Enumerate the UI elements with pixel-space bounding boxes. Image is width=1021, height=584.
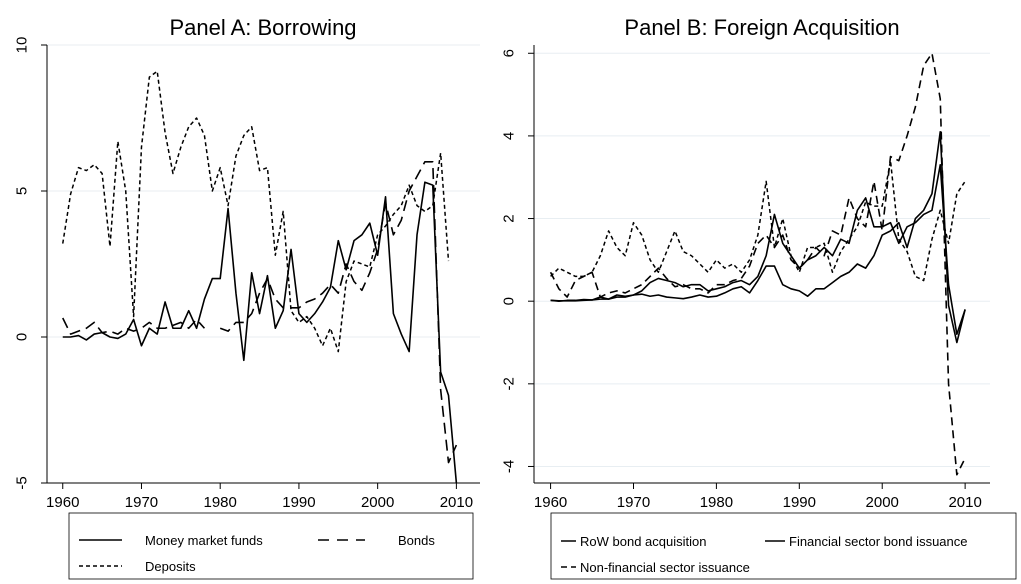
panel-b-legend: RoW bond acquisition Financial sector bo… [550,512,1017,580]
panel-a-legend-box [68,512,474,580]
panel-a-legend: Money market funds Bonds Deposits [68,512,474,580]
x-tick-label: 1980 [204,494,237,511]
series-line-bonds [62,161,458,464]
legend-label-row-bond-acquisition: RoW bond acquisition [580,534,706,549]
x-tick-label: 1980 [700,494,733,511]
y-tick-label: -2 [501,377,518,390]
y-tick-label: 0 [14,333,31,341]
x-tick-label: 1960 [46,494,79,511]
panel-b-foreign-acquisition: Panel B: Foreign Acquisition -4 -2 0 2 4 6 196… [501,15,1017,580]
legend-label-money-market-funds: Money market funds [145,533,263,548]
panel-a-title: Panel A: Borrowing [169,15,356,40]
x-tick-label: 1990 [783,494,816,511]
legend-label-bonds: Bonds [398,533,435,548]
x-tick-label: 2000 [866,494,899,511]
series-line-financial-sector-bond-issuance [550,164,966,336]
y-tick-label: 4 [501,132,518,140]
x-tick-label: 2010 [440,494,473,511]
y-tick-label: -5 [14,476,31,489]
series-line-deposits [62,70,450,353]
series-line-row-bond-acquisition [550,130,966,344]
panel-a-borrowing: Panel A: Borrowing -5 0 5 10 1960 1970 1980 199… [14,15,480,580]
legend-label-financial-sector: Financial sector bond issuance [789,534,968,549]
x-tick-label: 1960 [534,494,567,511]
x-tick-label: 2000 [361,494,394,511]
x-tick-label: 1970 [617,494,650,511]
y-tick-label: 10 [14,37,31,54]
y-tick-label: -4 [501,460,518,473]
x-tick-label: 1970 [125,494,158,511]
legend-label-non-financial-sector: Non-financial sector issuance [580,560,750,575]
series-line-series-3 [550,159,966,282]
legend-label-deposits: Deposits [145,559,196,574]
x-tick-label: 1990 [282,494,315,511]
panel-b-legend-box [550,512,1017,580]
y-tick-label: 0 [501,297,518,305]
y-tick-label: 5 [14,187,31,195]
x-tick-label: 2010 [948,494,981,511]
panel-b-title: Panel B: Foreign Acquisition [624,15,899,40]
y-tick-label: 6 [501,49,518,57]
y-tick-label: 2 [501,214,518,222]
